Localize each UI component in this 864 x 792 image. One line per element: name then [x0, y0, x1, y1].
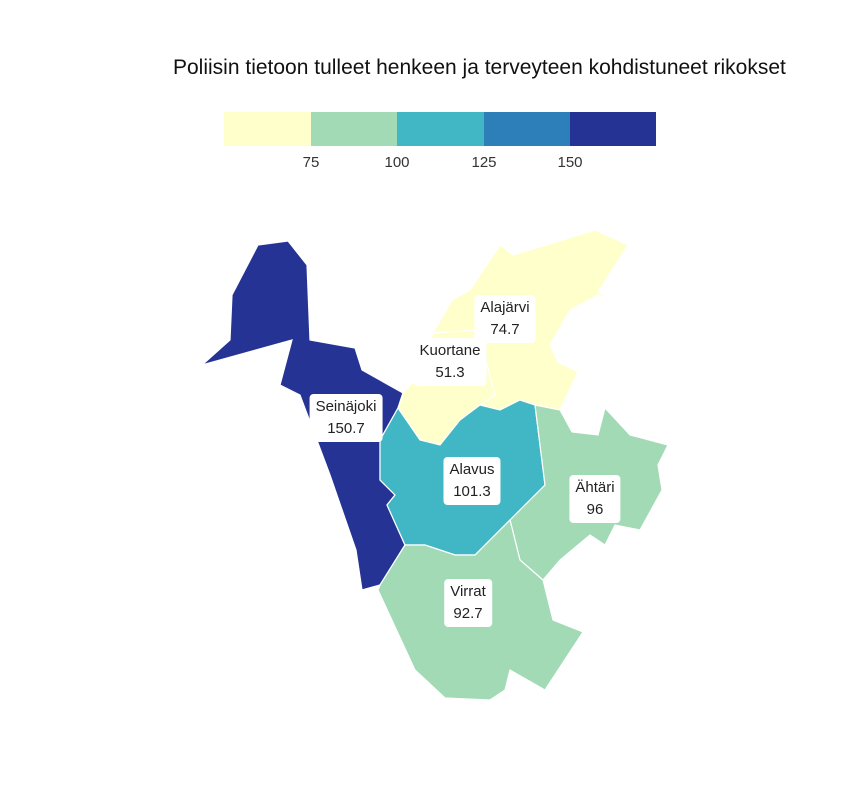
legend-swatch-4 — [484, 112, 570, 146]
map-title: Poliisin tietoon tulleet henkeen ja terv… — [173, 56, 786, 79]
municipality-label-seinajoki: Seinäjoki 150.7 — [309, 394, 383, 442]
municipality-label-alavus: Alavus 101.3 — [443, 457, 501, 505]
municipality-name: Kuortane — [419, 342, 481, 359]
legend-tick: 125 — [471, 154, 497, 171]
municipality-name: Ähtäri — [575, 479, 615, 496]
legend-swatch-2 — [311, 112, 397, 146]
municipality-name: Alajärvi — [480, 299, 530, 316]
municipality-value: 92.7 — [453, 605, 483, 622]
legend-swatch-3 — [397, 112, 484, 146]
legend-swatch-1 — [224, 112, 311, 146]
municipality-label-virrat: Virrat 92.7 — [444, 579, 492, 627]
municipality-value: 74.7 — [490, 321, 520, 338]
municipality-name: Seinäjoki — [315, 398, 377, 415]
municipality-value: 51.3 — [435, 364, 465, 381]
municipality-value: 150.7 — [327, 420, 365, 437]
municipality-label-kuortane: Kuortane 51.3 — [413, 338, 487, 386]
legend-tick: 75 — [302, 154, 320, 171]
legend-tick: 100 — [384, 154, 410, 171]
municipality-value: 101.3 — [453, 483, 491, 500]
legend-tick: 150 — [557, 154, 583, 171]
municipality-name: Alavus — [449, 461, 495, 478]
municipality-name: Virrat — [450, 583, 486, 600]
municipality-value: 96 — [586, 501, 604, 518]
municipality-label-ahtari: Ähtäri 96 — [569, 475, 621, 523]
color-legend — [224, 112, 656, 146]
municipality-label-alajarvi: Alajärvi 74.7 — [474, 295, 536, 343]
legend-swatch-5 — [570, 112, 656, 146]
